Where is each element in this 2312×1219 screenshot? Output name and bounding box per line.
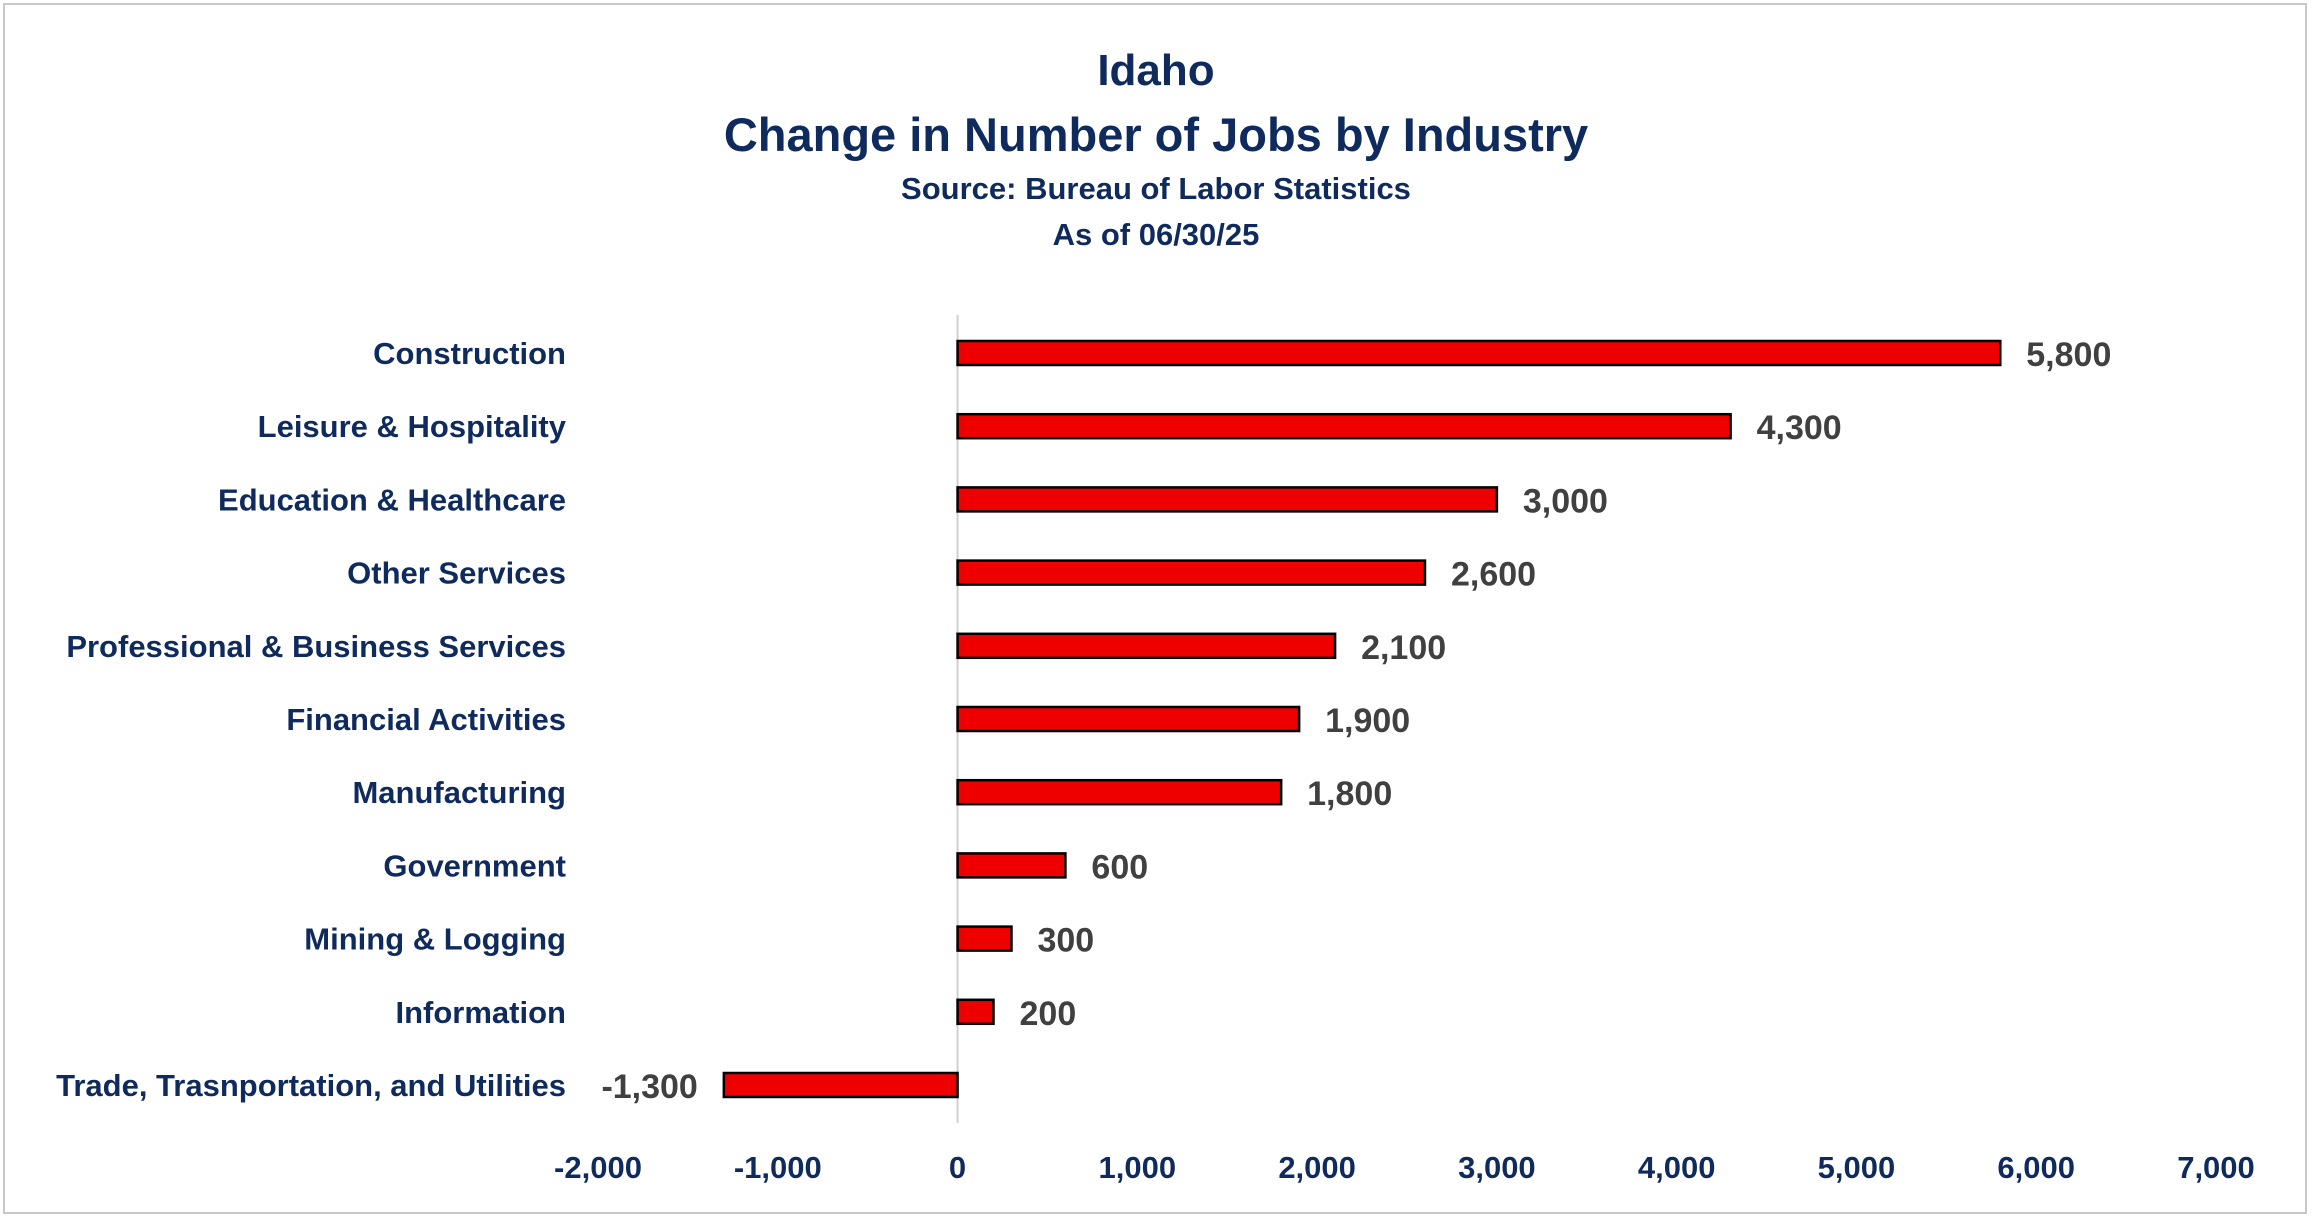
data-label: 4,300 (1757, 409, 1842, 447)
chart-date-note: As of 06/30/25 (1052, 217, 1260, 252)
data-label: 3,000 (1523, 482, 1608, 520)
bar (956, 412, 1732, 440)
bar (956, 486, 1499, 513)
category-label: Education & Healthcare (218, 482, 566, 517)
category-label: Professional & Business Services (66, 629, 566, 664)
data-label: 600 (1091, 848, 1148, 886)
category-label: Leisure & Hospitality (258, 409, 567, 444)
bar (956, 559, 1427, 586)
category-label: Trade, Trasnportation, and Utilities (56, 1068, 566, 1103)
category-label: Information (396, 995, 567, 1030)
bar (956, 339, 2002, 367)
category-label: Mining & Logging (304, 922, 566, 957)
chart-frame (3, 3, 2307, 1214)
data-label: 1,900 (1325, 702, 1410, 740)
data-label: 200 (1020, 995, 1077, 1033)
chart-titles: Idaho Change in Number of Jobs by Indust… (0, 38, 2312, 258)
chart-title: Idaho (1097, 46, 1215, 95)
category-label: Construction (373, 336, 566, 371)
x-tick-label: 2,000 (1278, 1150, 1356, 1185)
bar (956, 778, 1283, 806)
data-label: 2,100 (1361, 629, 1446, 667)
x-tick-label: 0 (949, 1150, 966, 1185)
category-label: Manufacturing (352, 775, 566, 810)
bar (722, 1071, 959, 1099)
data-label: 2,600 (1451, 556, 1536, 594)
x-tick-label: 7,000 (2177, 1150, 2255, 1185)
bar (956, 705, 1301, 733)
x-tick-label: -2,000 (554, 1150, 642, 1185)
bar (956, 998, 995, 1026)
bar (956, 632, 1337, 660)
x-tick-label: 3,000 (1458, 1150, 1536, 1185)
bar (956, 925, 1013, 952)
chart-source-note: Source: Bureau of Labor Statistics (901, 171, 1411, 206)
category-label: Government (383, 848, 566, 883)
x-tick-label: 4,000 (1638, 1150, 1716, 1185)
x-tick-label: 6,000 (1997, 1150, 2075, 1185)
data-label: 5,800 (2026, 336, 2111, 374)
x-tick-label: 5,000 (1818, 1150, 1896, 1185)
data-label: -1,300 (601, 1068, 697, 1106)
x-tick-label: -1,000 (734, 1150, 822, 1185)
data-label: 300 (1037, 922, 1094, 960)
chart-subtitle: Change in Number of Jobs by Industry (723, 108, 1589, 161)
category-label: Other Services (347, 556, 566, 591)
category-label: Financial Activities (286, 702, 566, 737)
x-tick-label: 1,000 (1099, 1150, 1177, 1185)
bar (956, 852, 1067, 879)
data-label: 1,800 (1307, 775, 1392, 813)
